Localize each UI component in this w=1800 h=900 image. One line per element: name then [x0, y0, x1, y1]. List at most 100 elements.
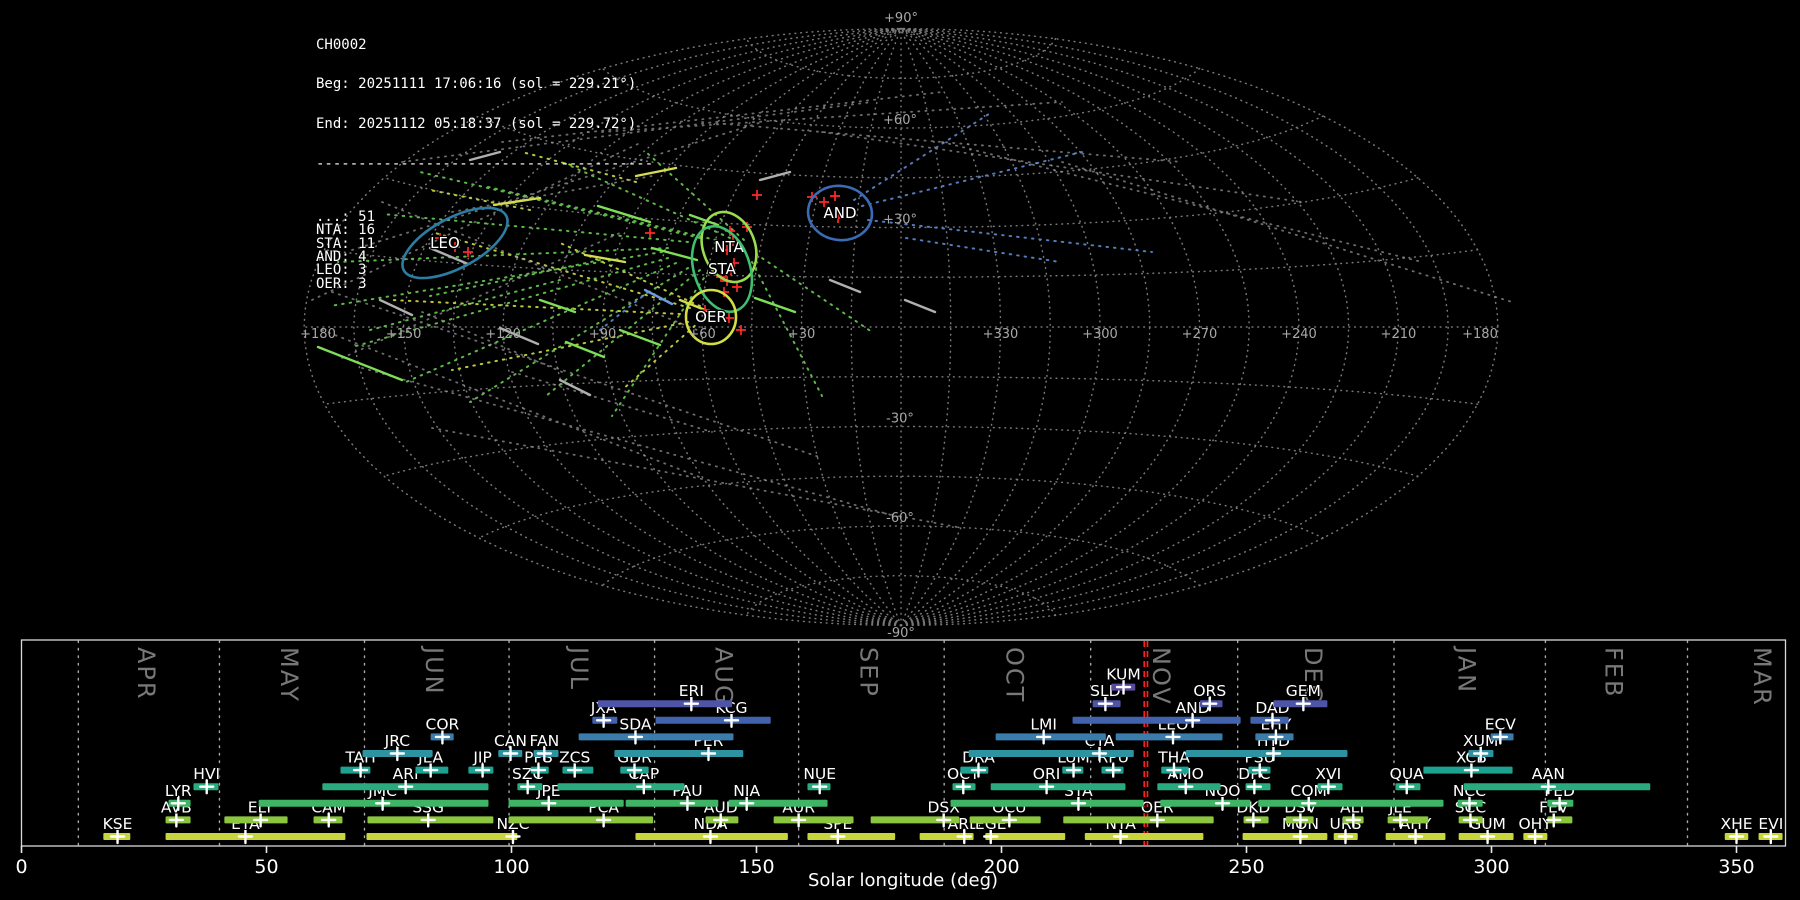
month-label-OCT: OCT — [1000, 647, 1028, 703]
shower-peak-marker-XHE — [1728, 828, 1745, 845]
shower-peak-marker-CTA — [1091, 745, 1108, 762]
shower-peak-marker-FEV — [1546, 812, 1562, 828]
begin-time-line: Beg: 20251111 17:06:16 (sol = 229.21°) — [316, 76, 637, 93]
shower-label-KSE: KSE — [103, 815, 133, 833]
sky-grid-meridian — [900, 27, 1300, 627]
shower-peak-marker-DAD — [1264, 712, 1281, 728]
latitude-label: +60° — [883, 113, 917, 128]
longitude-label: +60 — [688, 327, 715, 342]
shower-label-LMI: LMI — [1030, 715, 1057, 733]
shower-count-line: OER: 3 — [316, 275, 367, 292]
shower-peak-marker-DSX — [935, 812, 952, 828]
sky-grid-meridian — [800, 27, 902, 627]
shower-label-ECV: ECV — [1485, 715, 1517, 733]
shower-bar-JMC — [258, 799, 489, 807]
meteor-track — [391, 299, 681, 315]
radiant-label-STA: STA — [708, 260, 737, 278]
shower-peak-marker-SSG — [420, 812, 436, 828]
meteor-track — [861, 151, 1083, 207]
meteor-segment — [558, 378, 592, 397]
radiant-cross — [722, 245, 732, 255]
radiant-cross — [833, 213, 843, 223]
shower-peak-marker-DRA — [970, 762, 987, 778]
shower-label-EVI: EVI — [1758, 815, 1783, 833]
shower-peak-marker-JXA — [595, 712, 612, 728]
shower-peak-marker-DPC — [1246, 779, 1263, 795]
radiant-cross — [463, 247, 473, 257]
meteor-track — [599, 291, 649, 331]
shower-count-line: NTA: 16 — [316, 222, 376, 239]
shower-peak-marker-AMO — [1178, 779, 1194, 795]
shower-peak-marker-GUM — [1479, 828, 1496, 845]
shower-label-JRC: JRC — [384, 732, 410, 750]
shower-peak-marker-SPE — [830, 828, 846, 845]
shower-peak-marker-TAH — [352, 762, 369, 778]
sky-grid-meridian — [402, 27, 902, 627]
meteor-segment-group — [643, 288, 674, 306]
latitude-label: +30° — [883, 213, 917, 228]
shower-bar-CTA — [968, 750, 1134, 757]
meteor-track — [361, 367, 903, 519]
shower-label-NUE: NUE — [803, 765, 836, 783]
shower-peak-marker-NUE — [812, 779, 828, 795]
meteor-segment — [492, 196, 542, 207]
meteor-track — [355, 257, 669, 347]
radiant-cross — [724, 313, 734, 323]
radiant-cross — [645, 228, 655, 238]
meteor-segment — [650, 246, 699, 262]
sky-grid-parallel — [601, 67, 1201, 129]
meteor-track — [469, 267, 689, 403]
radiant-cross — [728, 236, 738, 246]
shower-peak-marker-SZC — [519, 779, 536, 795]
meteor-track — [419, 171, 701, 239]
observation-header: CH0002 Beg: 20251111 17:06:16 (sol = 229… — [316, 12, 653, 318]
longitude-label: +30 — [788, 327, 815, 342]
radiant-ellipse-LEO — [401, 206, 509, 280]
shower-peak-marker-RPU — [1105, 762, 1121, 778]
meteor-track — [451, 321, 689, 371]
shower-peak-marker-ETA — [237, 828, 254, 845]
meteor-track — [701, 121, 1183, 163]
shower-label-NIA: NIA — [733, 782, 760, 800]
shower-label-HVI: HVI — [193, 765, 220, 783]
meteor-segment — [903, 298, 937, 314]
shower-peak-marker-JLE — [1392, 812, 1409, 828]
shower-bar-CAP — [557, 783, 685, 791]
meteor-track — [337, 247, 669, 263]
shower-peak-marker-ARD — [956, 828, 972, 845]
meteor-track-group — [311, 91, 1513, 529]
station-id: CH0002 — [316, 36, 367, 53]
radiant-label-OER: OER — [695, 308, 727, 326]
x-axis-title: Solar longitude (deg) — [808, 870, 998, 891]
radiant-cross — [700, 305, 710, 315]
shower-peak-marker-PSU — [1252, 762, 1268, 778]
meteor-track — [429, 189, 531, 211]
shower-peak-marker-DKD — [1245, 812, 1262, 828]
radiant-cross — [752, 190, 762, 200]
meteor-segment — [618, 328, 662, 347]
month-label-JUL: JUL — [565, 645, 593, 691]
shower-peak-marker-SDA — [627, 729, 644, 745]
shower-bar-PER — [614, 750, 744, 757]
meteor-segment-group — [316, 204, 797, 382]
shower-label-CAN: CAN — [494, 732, 527, 750]
meteor-segment — [643, 288, 674, 306]
meteor-track — [821, 131, 1303, 203]
shower-peak-marker-EGE — [983, 828, 999, 845]
month-label-MAR: MAR — [1748, 647, 1776, 707]
longitude-label: +270 — [1182, 327, 1218, 342]
shower-peak-marker-JEA — [422, 762, 439, 778]
shower-count-line: LEO: 3 — [316, 262, 367, 279]
shower-peak-marker-THA — [1166, 762, 1182, 778]
axis-tick-label: 0 — [15, 856, 27, 878]
meteor-track-group — [329, 151, 873, 417]
meteor-segment — [378, 298, 414, 317]
shower-bar-PCA — [508, 816, 654, 824]
shower-bar-ETA — [165, 833, 346, 840]
sky-grid-parallel — [745, 574, 1057, 617]
shower-label-XHE: XHE — [1720, 815, 1752, 833]
sky-grid-parallel — [383, 177, 1419, 229]
shower-peak-marker-AND — [1184, 712, 1201, 728]
axis-tick-label: 50 — [254, 856, 278, 878]
